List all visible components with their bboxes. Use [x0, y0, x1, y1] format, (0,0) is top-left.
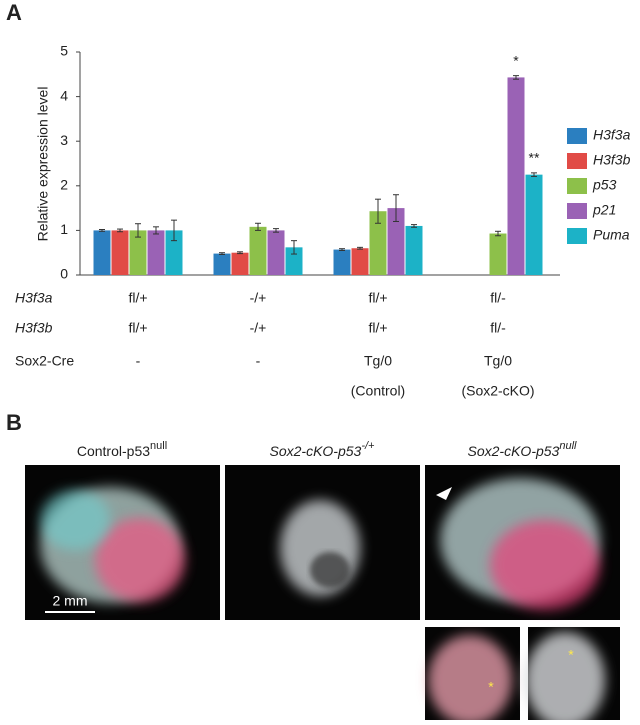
- bar: [387, 208, 405, 275]
- image-title-text: Control-p53: [77, 443, 150, 459]
- genotype: -/+: [250, 290, 267, 306]
- error-bar: [171, 219, 177, 242]
- genotype: (Control): [351, 383, 405, 399]
- genotype: (Sox2-cKO): [461, 383, 534, 399]
- error-bar: [237, 251, 243, 255]
- bar: [147, 230, 165, 275]
- bar: [231, 252, 249, 275]
- image-title-sup: null: [150, 440, 167, 452]
- legend-swatch: [567, 128, 587, 144]
- genotype: Tg/0: [484, 353, 512, 369]
- inset-marker: *: [568, 647, 574, 663]
- photo: [225, 465, 420, 620]
- error-bar: [117, 228, 123, 233]
- genotype: -: [136, 353, 141, 369]
- inset-photo: [425, 627, 620, 725]
- error-bar: [411, 224, 417, 228]
- image-title-sup: -/+: [361, 440, 375, 452]
- inset-marker: *: [488, 679, 494, 695]
- y-tick-label: 0: [60, 266, 68, 282]
- error-bar: [375, 198, 381, 224]
- error-bar: [339, 248, 345, 251]
- genotype: fl/+: [368, 320, 387, 336]
- error-bar: [291, 240, 297, 255]
- scale-bar-label: 2 mm: [53, 593, 88, 609]
- y-tick-label: 4: [60, 87, 68, 103]
- legend-swatch: [567, 228, 587, 244]
- annotation: *: [513, 52, 519, 68]
- panel-label: A: [6, 0, 22, 25]
- genotype: fl/-: [490, 290, 506, 306]
- legend-label: H3f3b: [593, 152, 631, 168]
- bar: [165, 230, 183, 275]
- image-title: Sox2-cKO-p53-/+: [270, 440, 376, 459]
- error-bar: [531, 172, 537, 177]
- bar: [285, 247, 303, 275]
- bar: [93, 230, 111, 275]
- bar: [369, 211, 387, 275]
- legend-swatch: [567, 178, 587, 194]
- genotype: -: [256, 353, 261, 369]
- legend-swatch: [567, 153, 587, 169]
- genotype: fl/+: [128, 290, 147, 306]
- bar: [351, 248, 369, 275]
- legend-swatch: [567, 203, 587, 219]
- error-bar: [513, 75, 519, 80]
- image-title-text: Sox2-cKO-p53: [468, 443, 560, 459]
- genotype: fl/+: [128, 320, 147, 336]
- error-bar: [219, 252, 225, 255]
- legend-label: Puma: [593, 227, 630, 243]
- error-bar: [357, 246, 363, 250]
- row-label: Sox2-Cre: [15, 353, 74, 369]
- genotype: Tg/0: [364, 353, 392, 369]
- bar: [249, 226, 267, 275]
- y-tick-label: 1: [60, 221, 68, 237]
- y-tick-label: 3: [60, 132, 68, 148]
- panel-label: B: [6, 410, 22, 435]
- photo: [425, 465, 620, 620]
- bar: [213, 253, 231, 275]
- image-title-sup: null: [559, 440, 577, 452]
- image-title-text: Sox2-cKO-p53: [270, 443, 362, 459]
- genotype: fl/+: [368, 290, 387, 306]
- error-bar: [135, 223, 141, 238]
- legend-label: p21: [592, 202, 616, 218]
- y-tick-label: 5: [60, 43, 68, 59]
- bar: [333, 249, 351, 275]
- bar: [525, 174, 543, 275]
- legend-label: H3f3a: [593, 127, 631, 143]
- row-label: H3f3a: [15, 290, 53, 306]
- annotation: **: [529, 150, 540, 166]
- y-axis-label: Relative expression level: [35, 87, 51, 242]
- bar: [405, 225, 423, 275]
- row-label: H3f3b: [15, 320, 53, 336]
- bar: [489, 233, 507, 275]
- bar: [129, 230, 147, 275]
- error-bar: [495, 230, 501, 237]
- error-bar: [273, 228, 279, 233]
- image-title: Sox2-cKO-p53null: [468, 440, 578, 459]
- y-tick-label: 2: [60, 177, 68, 193]
- bar: [267, 230, 285, 275]
- photo: [25, 465, 220, 620]
- genotype: -/+: [250, 320, 267, 336]
- error-bar: [153, 226, 159, 235]
- image-title: Control-p53null: [77, 440, 167, 459]
- bar: [111, 230, 129, 275]
- error-bar: [393, 194, 399, 222]
- bar: [507, 77, 525, 275]
- legend-label: p53: [592, 177, 617, 193]
- error-bar: [99, 229, 105, 232]
- genotype: fl/-: [490, 320, 506, 336]
- error-bar: [255, 222, 261, 231]
